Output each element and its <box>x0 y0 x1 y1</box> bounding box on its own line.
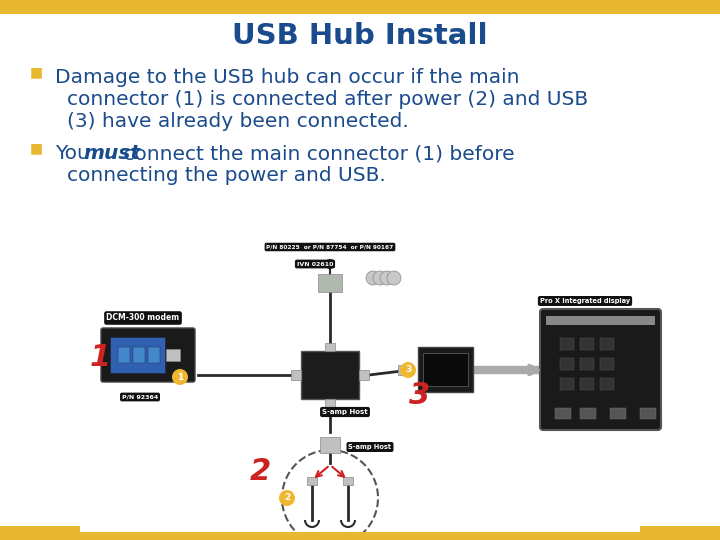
Text: Pro X Integrated display: Pro X Integrated display <box>540 298 630 304</box>
Text: 2: 2 <box>249 457 271 487</box>
Bar <box>133 347 145 363</box>
Bar <box>325 399 335 407</box>
Bar <box>398 365 410 375</box>
FancyBboxPatch shape <box>540 309 661 430</box>
Circle shape <box>366 271 380 285</box>
Bar <box>320 437 340 453</box>
Text: 3: 3 <box>410 381 431 409</box>
Bar <box>560 378 574 390</box>
Text: connecting the power and USB.: connecting the power and USB. <box>67 166 386 185</box>
Text: ■: ■ <box>30 141 43 155</box>
Text: 1: 1 <box>177 373 183 381</box>
Text: USB Hub Install: USB Hub Install <box>232 22 488 50</box>
Bar <box>0 526 80 532</box>
Text: 1: 1 <box>89 342 111 372</box>
Text: IVN 02610: IVN 02610 <box>297 261 333 267</box>
Text: Damage to the USB hub can occur if the main: Damage to the USB hub can occur if the m… <box>55 68 520 87</box>
Bar <box>418 347 473 392</box>
Circle shape <box>279 490 295 506</box>
Bar <box>325 343 335 351</box>
Circle shape <box>172 369 188 385</box>
Bar <box>580 408 596 419</box>
Bar <box>0 0 720 14</box>
Text: connect the main connector (1) before: connect the main connector (1) before <box>117 144 515 163</box>
Text: S-amp Host: S-amp Host <box>322 409 368 415</box>
Bar <box>291 370 301 380</box>
Text: DCM-300 modem: DCM-300 modem <box>107 314 179 322</box>
Bar <box>610 408 626 419</box>
Text: ■: ■ <box>30 65 43 79</box>
Circle shape <box>373 271 387 285</box>
Text: 2: 2 <box>284 494 290 503</box>
Bar <box>343 477 353 485</box>
Bar <box>166 349 180 361</box>
Bar <box>318 274 342 292</box>
Text: P/N 80225  or P/N 87754  or P/N 90167: P/N 80225 or P/N 87754 or P/N 90167 <box>266 245 394 249</box>
Bar <box>307 477 317 485</box>
Text: connector (1) is connected after power (2) and USB: connector (1) is connected after power (… <box>67 90 588 109</box>
Bar <box>560 338 574 350</box>
Bar <box>560 358 574 370</box>
Text: 3: 3 <box>405 366 411 375</box>
Bar <box>118 347 130 363</box>
Bar <box>580 378 594 390</box>
Bar <box>640 408 656 419</box>
Circle shape <box>380 271 394 285</box>
Bar <box>0 532 720 540</box>
Text: (3) have already been connected.: (3) have already been connected. <box>67 112 409 131</box>
Bar <box>600 338 614 350</box>
Circle shape <box>400 362 416 378</box>
Bar <box>600 358 614 370</box>
Bar <box>423 353 468 386</box>
Bar <box>600 378 614 390</box>
Text: S-amp Host: S-amp Host <box>348 444 392 450</box>
Bar <box>640 526 720 532</box>
Bar <box>580 338 594 350</box>
Bar <box>555 408 571 419</box>
Text: must: must <box>83 144 140 163</box>
Bar <box>110 337 165 373</box>
Bar <box>359 370 369 380</box>
Text: You: You <box>55 144 96 163</box>
Bar <box>546 316 655 325</box>
Text: P/N 92364: P/N 92364 <box>122 395 158 400</box>
Circle shape <box>387 271 401 285</box>
Bar <box>148 347 160 363</box>
FancyBboxPatch shape <box>101 328 195 382</box>
Bar <box>580 358 594 370</box>
Bar <box>301 351 359 399</box>
